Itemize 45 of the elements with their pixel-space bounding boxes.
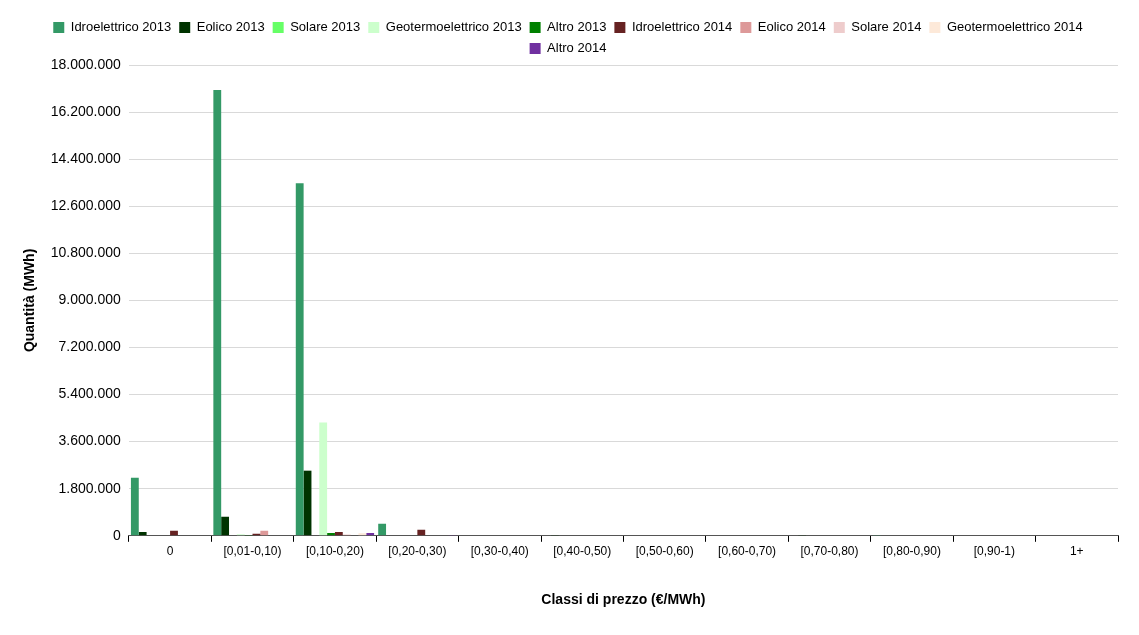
bar [221,516,230,536]
y-tick-label: 16.200.000 [50,102,122,119]
x-tick-label: [0,30-0,40) [470,544,529,559]
x-tick-label: [0,50-0,60) [635,544,694,559]
x-tick-label: [0,80-0,90) [882,544,941,559]
y-tick-label: 3.600.000 [58,432,122,449]
x-tick-label: [0,10-0,20) [305,544,364,559]
legend-label: Altro 2014 [547,40,607,56]
legend-label: Altro 2013 [547,19,607,35]
y-tick-label: 1.800.000 [58,479,122,496]
bar [417,529,426,536]
bar [319,422,328,536]
x-tick-label: 1+ [1069,544,1084,559]
bar [378,523,387,536]
y-tick-label: 5.400.000 [58,385,122,402]
x-tick-label: 0 [166,544,174,559]
legend-label: Eolico 2013 [196,19,265,35]
legend-label: Solare 2014 [851,19,922,35]
legend-label: Solare 2013 [290,19,361,35]
x-axis-title: Classi di prezzo (€/MWh) [541,591,706,608]
y-tick-label: 12.600.000 [50,197,122,214]
legend-label: Idroelettrico 2013 [70,19,172,35]
legend-label: Eolico 2014 [757,19,826,35]
bar [260,530,269,536]
bar [358,533,367,536]
y-tick-label: 18.000.000 [50,55,122,72]
legend-label: Geotermoelettrico 2013 [385,19,522,35]
bar [213,90,222,536]
y-tick-label: 10.800.000 [50,244,122,261]
x-tick-label: [0,20-0,30) [388,544,447,559]
y-tick-label: 0 [113,526,122,543]
x-tick-label: [0,90-1) [973,544,1016,559]
y-tick-label: 9.000.000 [58,291,122,308]
legend-label: Idroelettrico 2014 [631,19,733,35]
x-tick-label: [0,60-0,70) [718,544,777,559]
bar [295,183,304,536]
y-tick-label: 7.200.000 [58,338,122,355]
bar [130,477,139,536]
x-tick-label: [0,01-0,10) [223,544,282,559]
x-tick-label: [0,70-0,80) [800,544,859,559]
x-tick-label: [0,40-0,50) [553,544,612,559]
y-tick-label: 14.400.000 [50,150,122,167]
legend-label: Geotermoelettrico 2014 [946,19,1083,35]
y-axis-title: Quantità (MWh) [21,248,38,353]
bar [170,530,178,536]
